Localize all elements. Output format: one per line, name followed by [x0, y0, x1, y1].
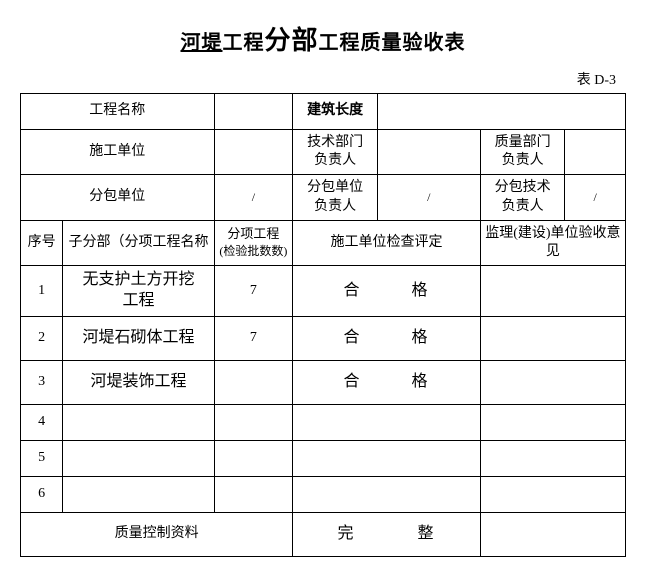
row-result: [293, 476, 481, 512]
title-pre: 河堤: [180, 32, 222, 54]
quality-dept-l1: 质量部门: [495, 135, 551, 150]
row-seq: 3: [21, 360, 63, 404]
row-count: [214, 440, 293, 476]
subcontract-dept-value: /: [377, 175, 480, 220]
row-opinion: [480, 360, 625, 404]
subcontract-tech-l2: 负责人: [502, 199, 544, 214]
quality-control-label: 质量控制资料: [21, 512, 293, 556]
row-name-l2: 工程: [122, 292, 154, 309]
subcontract-tech-label: 分包技术 负责人: [480, 175, 565, 220]
row-count: [214, 476, 293, 512]
tech-dept-label: 技术部门 负责人: [293, 130, 378, 175]
header-row-2: 施工单位 技术部门 负责人 质量部门 负责人: [21, 130, 626, 175]
table-row: 6: [21, 476, 626, 512]
acceptance-table: 工程名称 建筑长度 施工单位 技术部门 负责人 质量部门 负责人 分包单位 / …: [20, 93, 626, 557]
row-count: 7: [214, 266, 293, 317]
building-length-label: 建筑长度: [293, 94, 378, 130]
col-subitem: 分项工程 (检验批数数): [214, 220, 293, 265]
table-row: 5: [21, 440, 626, 476]
row-seq: 4: [21, 404, 63, 440]
col-seq: 序号: [21, 220, 63, 265]
subcontract-unit-label: 分包单位: [21, 175, 215, 220]
row-opinion: [480, 404, 625, 440]
quality-dept-l2: 负责人: [502, 153, 544, 168]
row-result: 合 格: [293, 266, 481, 317]
row-name: 河堤石砌体工程: [63, 316, 214, 360]
title-post: 工程质量验收表: [319, 32, 466, 54]
row-result: 合 格: [293, 360, 481, 404]
quality-control-value: 完 整: [293, 512, 481, 556]
row-opinion: [480, 440, 625, 476]
row-name: [63, 476, 214, 512]
row-count: 7: [214, 316, 293, 360]
quality-control-opinion: [480, 512, 625, 556]
building-length-value: [377, 94, 625, 130]
column-header-row: 序号 子分部（分项工程名称 分项工程 (检验批数数) 施工单位检查评定 监理(建…: [21, 220, 626, 265]
col-subitem-l1: 分项工程: [227, 226, 279, 241]
row-name: 河堤装饰工程: [63, 360, 214, 404]
subcontract-unit-value: /: [214, 175, 293, 220]
construction-unit-label: 施工单位: [21, 130, 215, 175]
footer-row: 质量控制资料 完 整: [21, 512, 626, 556]
row-result: [293, 404, 481, 440]
row-opinion: [480, 476, 625, 512]
row-result: 合 格: [293, 316, 481, 360]
subcontract-dept-l1: 分包单位: [307, 180, 363, 195]
table-row: 3 河堤装饰工程 合 格: [21, 360, 626, 404]
tech-dept-l2: 负责人: [314, 153, 356, 168]
subcontract-tech-value: /: [565, 175, 626, 220]
row-seq: 6: [21, 476, 63, 512]
row-count: [214, 404, 293, 440]
row-seq: 2: [21, 316, 63, 360]
project-name-value: [214, 94, 293, 130]
col-subpart: 子分部（分项工程名称: [63, 220, 214, 265]
row-opinion: [480, 316, 625, 360]
construction-unit-value: [214, 130, 293, 175]
subcontract-dept-l2: 负责人: [314, 199, 356, 214]
form-number: 表 D-3: [20, 69, 626, 89]
project-name-label: 工程名称: [21, 94, 215, 130]
title-big: 分部: [264, 26, 318, 55]
row-name-l1: 无支护土方开挖: [82, 271, 194, 288]
row-name: 无支护土方开挖 工程: [63, 266, 214, 317]
col-subitem-l2: (检验批数数): [219, 244, 287, 258]
subcontract-tech-l1: 分包技术: [495, 180, 551, 195]
row-name: [63, 440, 214, 476]
row-seq: 1: [21, 266, 63, 317]
row-opinion: [480, 266, 625, 317]
page-title: 河堤工程分部工程质量验收表: [20, 20, 626, 57]
col-opinion: 监理(建设)单位验收意见: [480, 220, 625, 265]
table-row: 4: [21, 404, 626, 440]
row-result: [293, 440, 481, 476]
row-count: [214, 360, 293, 404]
quality-dept-value: [565, 130, 626, 175]
col-inspect: 施工单位检查评定: [293, 220, 481, 265]
quality-dept-label: 质量部门 负责人: [480, 130, 565, 175]
header-row-1: 工程名称 建筑长度: [21, 94, 626, 130]
row-name: [63, 404, 214, 440]
row-seq: 5: [21, 440, 63, 476]
tech-dept-l1: 技术部门: [307, 135, 363, 150]
table-row: 2 河堤石砌体工程 7 合 格: [21, 316, 626, 360]
title-mid: 工程: [222, 32, 264, 54]
tech-dept-value: [377, 130, 480, 175]
subcontract-dept-label: 分包单位 负责人: [293, 175, 378, 220]
table-row: 1 无支护土方开挖 工程 7 合 格: [21, 266, 626, 317]
header-row-3: 分包单位 / 分包单位 负责人 / 分包技术 负责人 /: [21, 175, 626, 220]
